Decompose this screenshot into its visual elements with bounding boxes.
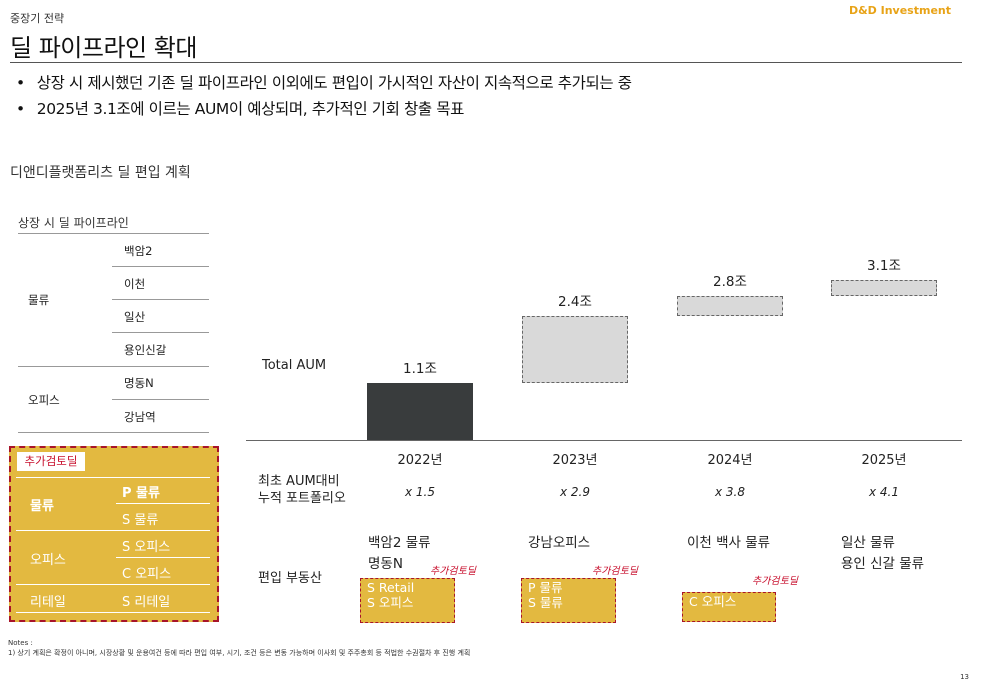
- bar-value-label: 2.4조: [558, 294, 592, 311]
- review-item: P 물류: [122, 486, 160, 501]
- review-group-label: 리테일: [30, 595, 66, 610]
- review-item: S 물류: [122, 513, 159, 528]
- review-deals-box: [9, 446, 219, 622]
- chart-bar: [831, 280, 937, 296]
- multiple-value: x 3.8: [715, 485, 745, 499]
- review-item: S 오피스: [122, 540, 171, 555]
- multiple-value: x 2.9: [560, 485, 590, 499]
- review-deal-tag: 추가검토딜: [752, 576, 798, 587]
- review-rule: [116, 557, 210, 558]
- review-deal-tag: 추가검토딜: [430, 566, 476, 577]
- pipeline-item: 이천: [124, 277, 146, 291]
- chart-bar: [677, 295, 783, 317]
- review-rule: [16, 530, 210, 531]
- pipeline-group-label: 오피스: [28, 393, 60, 407]
- table-rule: [112, 332, 209, 333]
- multiple-row-label-line: 최초 AUM대비: [258, 474, 340, 489]
- x-tick-label: 2023년: [552, 453, 598, 468]
- table-rule: [18, 366, 209, 367]
- pipeline-item: 일산: [124, 310, 146, 324]
- asset-item: 명동N: [368, 556, 403, 572]
- review-deal-item: S 오피스: [367, 595, 414, 610]
- review-deal-box: S Retail S 오피스: [360, 578, 455, 623]
- table-rule: [18, 432, 209, 433]
- x-tick-label: 2024년: [707, 453, 753, 468]
- chart-baseline: [246, 440, 962, 441]
- review-rule: [16, 612, 210, 613]
- pipeline-item: 용인신갈: [124, 343, 167, 357]
- asset-item: 일산 물류: [841, 535, 895, 551]
- x-tick-label: 2022년: [397, 453, 443, 468]
- asset-list: 이천 백사 물류: [687, 533, 770, 554]
- review-deal-box: C 오피스: [682, 592, 776, 622]
- assets-row-label: 편입 부동산: [258, 571, 322, 586]
- pipeline-item: 강남역: [124, 410, 156, 424]
- brand-logo: D&D Investment: [848, 4, 951, 17]
- review-item: C 오피스: [122, 567, 172, 582]
- review-group-label: 물류: [30, 499, 54, 514]
- pipeline-title: 상장 시 딜 파이프라인: [18, 216, 129, 230]
- table-rule: [112, 299, 209, 300]
- bullet-item: 2025년 3.1조에 이르는 AUM이 예상되며, 추가적인 기회 창출 목표: [16, 96, 632, 122]
- table-rule: [112, 266, 209, 267]
- section-label: 중장기 전략: [10, 12, 65, 25]
- chart-series-label: Total AUM: [262, 358, 327, 373]
- multiple-value: x 1.5: [405, 485, 435, 499]
- review-deal-item: P 물류: [528, 580, 563, 595]
- review-group-label: 오피스: [30, 553, 66, 568]
- pipeline-item: 백암2: [124, 244, 153, 258]
- page-number: 13: [960, 673, 969, 681]
- asset-list: 강남오피스: [528, 533, 590, 554]
- review-deal-item: S Retail: [367, 580, 415, 595]
- multiple-value: x 4.1: [869, 485, 899, 499]
- review-deal-item: C 오피스: [689, 594, 737, 609]
- notes-heading: Notes :: [8, 639, 33, 647]
- bar-value-label: 1.1조: [403, 361, 437, 378]
- review-deal-item: S 물류: [528, 595, 563, 610]
- asset-item: 백암2 물류: [368, 535, 431, 551]
- title-divider: [10, 62, 962, 63]
- pipeline-item: 명동N: [124, 376, 154, 390]
- multiple-row-label: 최초 AUM대비 누적 포트폴리오: [258, 473, 346, 507]
- table-rule: [18, 233, 209, 234]
- section-subheading: 디앤디플랫폼리츠 딜 편입 계획: [10, 165, 191, 181]
- bar-value-label: 3.1조: [867, 258, 901, 275]
- notes-line: 1) 상기 계획은 확정이 아니며, 시장상황 및 운용여건 등에 따라 편입 …: [8, 649, 471, 657]
- table-rule: [112, 399, 209, 400]
- bar-value-label: 2.8조: [713, 273, 747, 290]
- bullet-list: 상장 시 제시했던 기존 딜 파이프라인 이외에도 편입이 가시적인 자산이 지…: [16, 70, 632, 122]
- page-title: 딜 파이프라인 확대: [10, 34, 197, 62]
- review-deal-tag: 추가검토딜: [592, 566, 638, 577]
- asset-item: 강남오피스: [528, 535, 591, 551]
- asset-item: 이천 백사 물류: [687, 535, 771, 551]
- chart-bar: [367, 383, 473, 440]
- review-tag: 추가검토딜: [17, 452, 85, 471]
- asset-item: 용인 신갈 물류: [841, 556, 925, 572]
- review-rule: [16, 477, 210, 478]
- review-deal-box: P 물류 S 물류: [521, 578, 616, 623]
- review-rule: [16, 584, 210, 585]
- chart-bar: [522, 316, 628, 384]
- multiple-row-label-line: 누적 포트폴리오: [258, 491, 346, 506]
- bullet-item: 상장 시 제시했던 기존 딜 파이프라인 이외에도 편입이 가시적인 자산이 지…: [16, 70, 632, 96]
- footnotes: Notes : 1) 상기 계획은 확정이 아니며, 시장상황 및 운용여건 등…: [8, 638, 470, 658]
- x-tick-label: 2025년: [861, 453, 907, 468]
- pipeline-group-label: 물류: [28, 293, 50, 307]
- review-item: S 리테일: [122, 595, 171, 610]
- review-rule: [116, 503, 210, 504]
